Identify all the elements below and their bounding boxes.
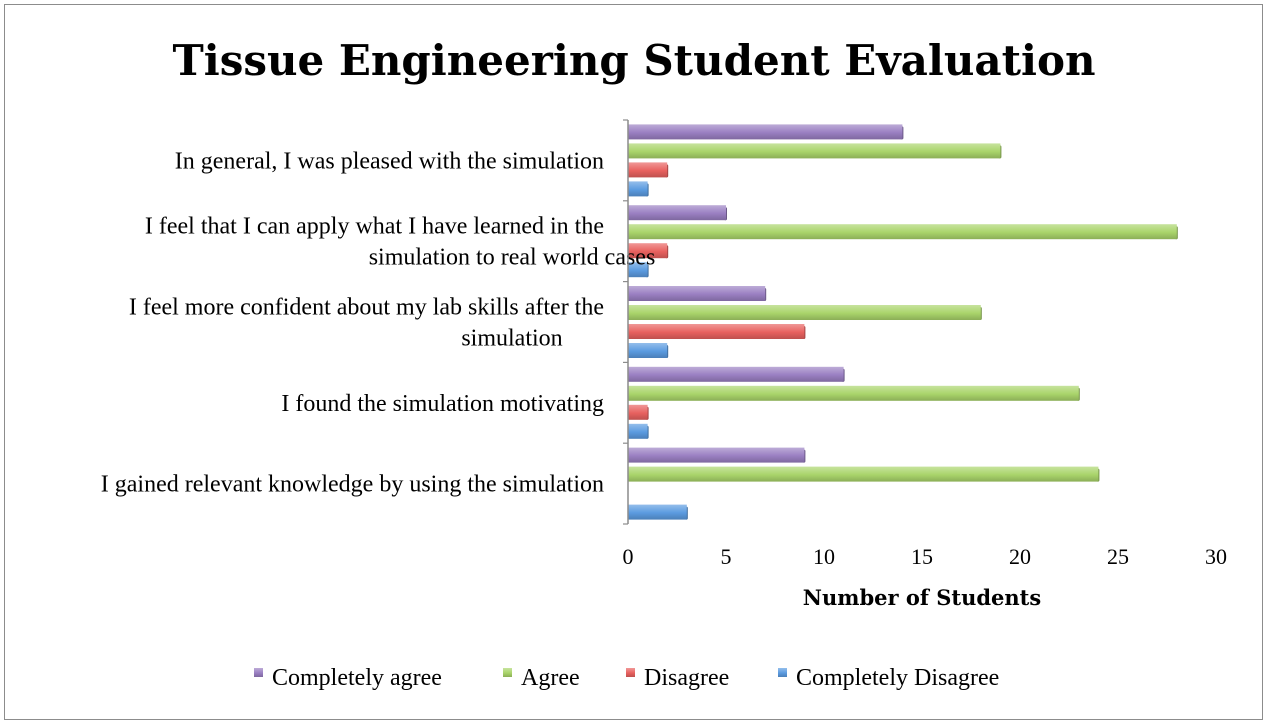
category-label: I found the simulation motivating bbox=[281, 391, 604, 417]
bar bbox=[628, 243, 668, 259]
legend-swatch bbox=[503, 668, 512, 677]
x-tick-label: 25 bbox=[1107, 544, 1129, 569]
bar bbox=[628, 305, 981, 320]
legend-label: Agree bbox=[521, 665, 580, 691]
category-label: I gained relevant knowledge by using the… bbox=[101, 472, 604, 498]
x-tick-label: 15 bbox=[911, 544, 933, 569]
bar bbox=[628, 324, 805, 339]
bar bbox=[628, 124, 903, 140]
legend-label: Disagree bbox=[644, 665, 729, 691]
legend-label: Completely agree bbox=[272, 665, 442, 691]
x-tick-label: 10 bbox=[813, 544, 835, 569]
chart-title: Tissue Engineering Student Evaluation bbox=[173, 36, 1096, 85]
x-tick-labels: 0 5 10 15 20 25 30 bbox=[623, 544, 1228, 569]
category-label: I feel more confident about my lab skill… bbox=[129, 295, 604, 352]
bar bbox=[628, 343, 668, 358]
x-tick-label: 5 bbox=[721, 544, 732, 569]
bar bbox=[628, 205, 726, 221]
category-labels: In general, I was pleased with the simul… bbox=[101, 148, 656, 497]
x-axis-title: Number of Students bbox=[803, 585, 1041, 610]
category-label: In general, I was pleased with the simul… bbox=[175, 148, 604, 174]
bar bbox=[628, 385, 1079, 401]
bar bbox=[628, 162, 668, 178]
legend-swatch bbox=[254, 668, 263, 677]
bar bbox=[628, 286, 766, 301]
bar bbox=[628, 447, 805, 463]
bar bbox=[628, 143, 1001, 159]
legend-swatch bbox=[778, 668, 787, 677]
bar bbox=[628, 181, 648, 197]
x-tick-label: 20 bbox=[1009, 544, 1031, 569]
bar bbox=[628, 466, 1099, 482]
chart-frame bbox=[4, 4, 1263, 720]
axes-layer bbox=[623, 119, 629, 525]
bar bbox=[628, 423, 648, 439]
bar bbox=[628, 224, 1177, 240]
bar bbox=[628, 366, 844, 382]
bars-layer bbox=[628, 124, 1178, 520]
category-label: I feel that I can apply what I have lear… bbox=[145, 214, 655, 271]
x-tick-label: 0 bbox=[623, 544, 634, 569]
bar bbox=[628, 504, 687, 520]
x-tick-label: 30 bbox=[1205, 544, 1227, 569]
legend-swatch bbox=[626, 668, 635, 677]
legend-label: Completely Disagree bbox=[796, 665, 999, 691]
bar bbox=[628, 262, 648, 278]
bar bbox=[628, 404, 648, 420]
legend: Completely agree Agree Disagree Completely … bbox=[254, 665, 999, 691]
